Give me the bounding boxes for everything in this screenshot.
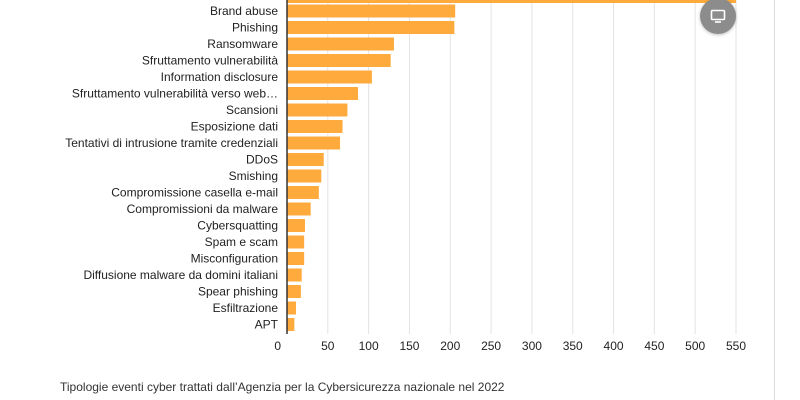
category-label: Tentativi di intrusione tramite credenzi… — [65, 136, 278, 150]
x-tick-label: 250 — [481, 339, 501, 353]
category-label: Compromissione casella e-mail — [111, 186, 278, 200]
category-label: Sfruttamento vulnerabilità verso web… — [72, 87, 278, 101]
bar — [287, 186, 319, 199]
category-label: Diffusione malware da domini italiani — [83, 268, 278, 282]
bar — [287, 87, 359, 100]
category-label: Information disclosure — [161, 70, 279, 84]
bar — [287, 103, 348, 117]
x-tick-label: 300 — [522, 339, 542, 353]
x-tick-label: 150 — [399, 339, 419, 353]
x-axis-ticks: 0 50 100 150 200 250 300 350 400 450 500 550 — [274, 339, 746, 353]
monitor-icon — [710, 9, 726, 23]
category-label: Smishing — [229, 169, 278, 183]
category-label: Esposizione dati — [191, 120, 278, 134]
x-tick-label: 400 — [604, 339, 624, 353]
category-label: APT — [255, 318, 279, 332]
chart-caption: Tipologie eventi cyber trattati dall’Age… — [60, 380, 505, 394]
bar — [287, 219, 305, 232]
category-label: Scansioni — [226, 103, 278, 117]
bar — [287, 268, 302, 282]
bar — [287, 136, 341, 150]
bar — [287, 70, 372, 84]
bar — [287, 318, 295, 331]
bar — [287, 202, 311, 216]
category-label: Ransomware — [207, 37, 278, 51]
x-tick-label: 100 — [359, 339, 379, 353]
category-label: Compromissioni da malware — [127, 202, 279, 216]
fullscreen-button[interactable] — [700, 0, 736, 34]
x-tick-label: 200 — [440, 339, 460, 353]
x-tick-label: 350 — [563, 339, 583, 353]
x-tick-label: 450 — [644, 339, 664, 353]
x-tick-label: 550 — [726, 339, 746, 353]
bar — [287, 54, 391, 67]
bar-top-clipped — [287, 0, 736, 3]
x-tick-label: 50 — [321, 339, 335, 353]
bar — [287, 4, 456, 18]
category-label: Spear phishing — [198, 285, 278, 299]
category-label: Misconfiguration — [191, 252, 278, 266]
bar — [287, 235, 305, 249]
category-label: Brand abuse — [210, 4, 278, 18]
bars — [287, 0, 736, 331]
category-label: Spam e scam — [205, 235, 278, 249]
bar — [287, 120, 343, 133]
x-tick-label: 0 — [274, 339, 281, 353]
bar — [287, 21, 455, 34]
bar — [287, 37, 394, 51]
category-label: Esfiltrazione — [213, 301, 279, 315]
bar — [287, 285, 301, 298]
category-labels: Brand abuse Phishing Ransomware Sfruttament… — [65, 4, 278, 332]
x-tick-label: 500 — [685, 339, 705, 353]
category-label: Phishing — [232, 21, 278, 35]
panel-divider — [774, 0, 775, 400]
bar — [287, 252, 305, 265]
category-label: DDoS — [246, 153, 278, 167]
bar — [287, 301, 296, 315]
category-label: Sfruttamento vulnerabilità — [142, 54, 278, 68]
bar — [287, 169, 322, 183]
category-label: Cybersquatting — [197, 219, 278, 233]
bar — [287, 153, 324, 166]
